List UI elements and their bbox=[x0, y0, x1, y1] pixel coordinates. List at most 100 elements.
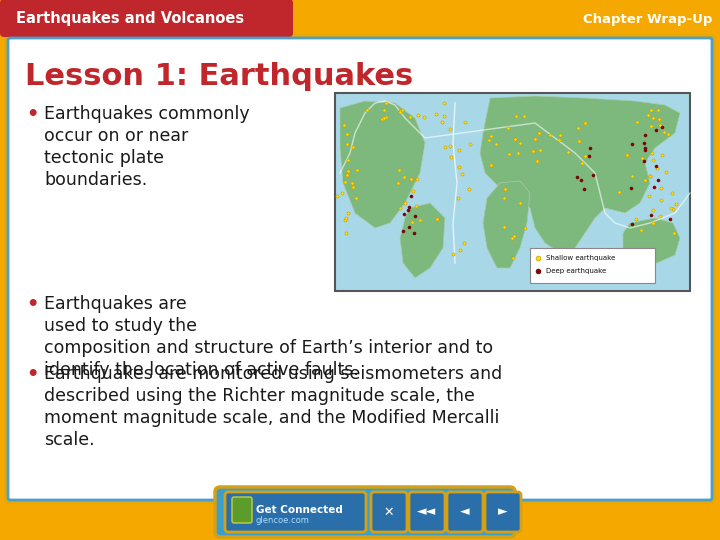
Point bbox=[667, 188, 678, 197]
Point bbox=[580, 119, 591, 127]
Text: Chapter Wrap-Up: Chapter Wrap-Up bbox=[582, 12, 712, 25]
Point bbox=[453, 163, 464, 171]
Point bbox=[404, 113, 415, 122]
Point bbox=[650, 161, 662, 170]
Point bbox=[378, 106, 390, 114]
Text: Earthquakes commonly: Earthquakes commonly bbox=[44, 105, 250, 123]
Point bbox=[485, 132, 497, 140]
Point bbox=[380, 113, 392, 122]
Point bbox=[665, 215, 676, 224]
Point bbox=[647, 219, 659, 227]
Text: ✕: ✕ bbox=[384, 505, 395, 518]
Point bbox=[339, 178, 351, 186]
Point bbox=[638, 139, 649, 147]
Point bbox=[351, 193, 362, 202]
Point bbox=[507, 254, 518, 262]
Point bbox=[502, 124, 513, 132]
Point bbox=[544, 131, 556, 139]
Point bbox=[444, 141, 456, 150]
Point bbox=[636, 226, 647, 234]
Point bbox=[444, 125, 456, 133]
Text: described using the Richter magnitude scale, the: described using the Richter magnitude sc… bbox=[44, 387, 475, 405]
Point bbox=[626, 220, 638, 228]
Point bbox=[585, 144, 596, 153]
Point bbox=[343, 167, 354, 176]
Text: composition and structure of Earth’s interior and to: composition and structure of Earth’s int… bbox=[44, 339, 493, 357]
Point bbox=[653, 114, 665, 123]
Bar bbox=[530, 248, 655, 283]
Point bbox=[639, 131, 651, 139]
Point bbox=[654, 120, 666, 129]
Point bbox=[377, 115, 388, 124]
FancyBboxPatch shape bbox=[447, 492, 483, 532]
Point bbox=[410, 201, 422, 210]
Point bbox=[340, 214, 351, 222]
Point bbox=[651, 126, 662, 134]
Point bbox=[342, 209, 354, 218]
Point bbox=[456, 170, 467, 179]
Point bbox=[397, 106, 408, 114]
FancyBboxPatch shape bbox=[232, 497, 252, 523]
Point bbox=[636, 153, 647, 162]
Point bbox=[583, 151, 595, 160]
Point bbox=[532, 267, 544, 275]
Point bbox=[527, 147, 539, 156]
Point bbox=[529, 134, 541, 143]
Text: moment magnitude scale, and the Modified Mercalli: moment magnitude scale, and the Modified… bbox=[44, 409, 500, 427]
Point bbox=[668, 228, 680, 237]
Text: •: • bbox=[26, 105, 38, 124]
Point bbox=[346, 179, 358, 187]
Point bbox=[447, 249, 459, 258]
Point bbox=[647, 156, 659, 164]
Point bbox=[626, 172, 638, 181]
Point bbox=[348, 142, 359, 151]
Point bbox=[662, 130, 674, 139]
Point bbox=[639, 176, 651, 185]
Point bbox=[498, 222, 510, 231]
Point bbox=[408, 228, 420, 237]
Text: tectonic plate: tectonic plate bbox=[44, 149, 164, 167]
Point bbox=[514, 139, 526, 148]
Point bbox=[395, 204, 406, 213]
Text: identify the location of active faults.: identify the location of active faults. bbox=[44, 361, 359, 379]
Point bbox=[520, 224, 531, 232]
Text: occur on or near: occur on or near bbox=[44, 127, 188, 145]
Point bbox=[554, 131, 566, 139]
Point bbox=[613, 187, 624, 196]
Text: Lesson 1: Earthquakes: Lesson 1: Earthquakes bbox=[25, 62, 413, 91]
Point bbox=[532, 254, 544, 262]
Text: Earthquakes are monitored using seismometers and: Earthquakes are monitored using seismome… bbox=[44, 365, 503, 383]
Point bbox=[644, 172, 656, 180]
Point bbox=[631, 215, 642, 224]
Text: •: • bbox=[26, 365, 38, 384]
Polygon shape bbox=[483, 181, 530, 268]
Point bbox=[506, 233, 518, 242]
Point bbox=[621, 151, 633, 159]
Point bbox=[512, 148, 523, 157]
FancyBboxPatch shape bbox=[0, 0, 293, 37]
FancyBboxPatch shape bbox=[371, 492, 407, 532]
Text: ◄: ◄ bbox=[460, 505, 470, 518]
Point bbox=[399, 198, 410, 207]
Point bbox=[652, 176, 664, 184]
Text: Earthquakes and Volcanoes: Earthquakes and Volcanoes bbox=[16, 11, 244, 26]
Text: Earthquakes are: Earthquakes are bbox=[44, 295, 186, 313]
Point bbox=[531, 157, 543, 166]
Point bbox=[514, 199, 526, 208]
Point bbox=[562, 148, 574, 157]
Point bbox=[553, 136, 564, 144]
Point bbox=[453, 146, 464, 155]
Point bbox=[639, 145, 651, 154]
Point bbox=[646, 148, 657, 157]
Point bbox=[378, 114, 390, 123]
Point bbox=[331, 191, 343, 200]
Point bbox=[577, 159, 588, 167]
Point bbox=[575, 176, 586, 184]
Text: scale.: scale. bbox=[44, 431, 94, 449]
Point bbox=[438, 112, 450, 120]
Point bbox=[579, 152, 590, 160]
Point bbox=[657, 122, 668, 131]
Point bbox=[661, 168, 672, 177]
FancyBboxPatch shape bbox=[485, 492, 521, 532]
Point bbox=[510, 112, 521, 120]
